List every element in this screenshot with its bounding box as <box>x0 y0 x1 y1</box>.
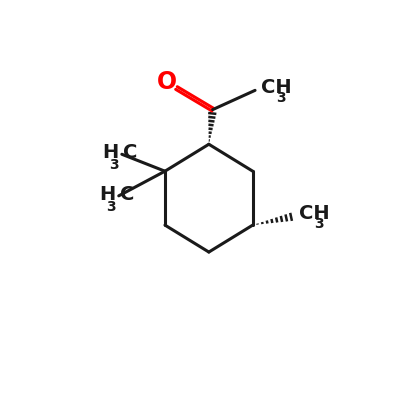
Text: 3: 3 <box>106 200 116 214</box>
Text: CH: CH <box>261 78 292 97</box>
Text: 3: 3 <box>109 158 119 172</box>
Text: O: O <box>157 70 177 94</box>
Text: CH: CH <box>299 204 330 223</box>
Text: H: H <box>100 185 116 204</box>
Text: C: C <box>123 143 138 162</box>
Text: 3: 3 <box>314 218 324 231</box>
Text: 3: 3 <box>277 91 286 105</box>
Text: H: H <box>102 143 119 162</box>
Text: C: C <box>120 185 135 204</box>
